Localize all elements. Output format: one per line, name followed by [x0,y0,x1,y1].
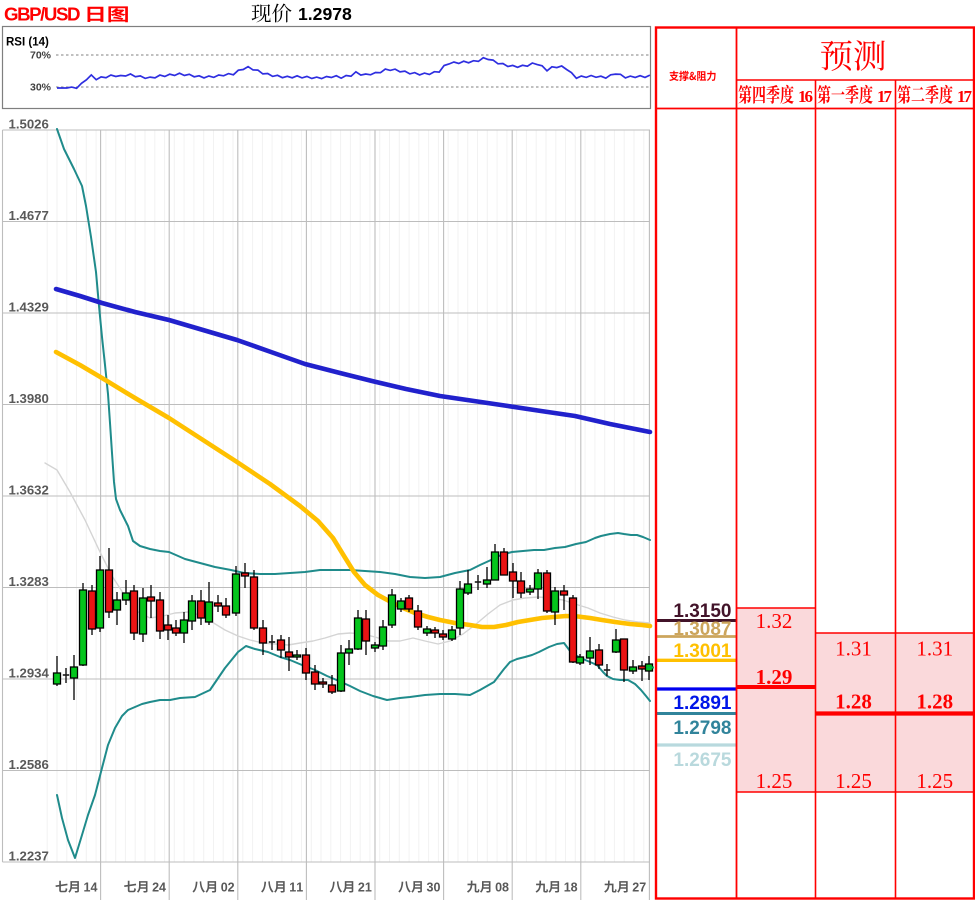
svg-text:1.2586: 1.2586 [9,757,49,772]
svg-text:27: 27 [632,881,646,895]
svg-text:1.3150: 1.3150 [673,601,731,622]
svg-text:24: 24 [152,881,166,895]
svg-text:1.25: 1.25 [756,769,793,793]
svg-text:1.2934: 1.2934 [9,665,50,680]
svg-text:1.25: 1.25 [916,769,953,793]
svg-text:1.32: 1.32 [756,609,793,633]
svg-text:1.31: 1.31 [835,637,872,661]
svg-text:17: 17 [877,87,893,106]
svg-text:11: 11 [289,881,303,895]
svg-text:1.25: 1.25 [835,769,872,793]
svg-text:08: 08 [495,881,509,895]
svg-text:1.4329: 1.4329 [9,299,49,314]
svg-text:1.3087: 1.3087 [673,619,731,640]
svg-text:1.28: 1.28 [835,689,872,713]
svg-text:17: 17 [957,87,973,106]
svg-text:70%: 70% [30,50,52,62]
svg-text:1.4677: 1.4677 [9,208,49,223]
svg-text:1.3980: 1.3980 [9,391,49,406]
svg-text:1.2237: 1.2237 [9,848,49,863]
svg-text:RSI (14): RSI (14) [6,37,49,49]
svg-text:1.2891: 1.2891 [673,693,732,714]
svg-text:14: 14 [84,881,98,895]
svg-text:1.2798: 1.2798 [673,718,731,739]
svg-text:GBP/USD: GBP/USD [4,4,81,25]
svg-text:30: 30 [427,881,441,895]
svg-text:1.31: 1.31 [916,637,953,661]
svg-text:30%: 30% [30,82,52,94]
svg-text:1.28: 1.28 [916,689,953,713]
svg-text:18: 18 [564,881,578,895]
svg-text:16: 16 [798,87,813,106]
svg-text:1.2675: 1.2675 [673,750,732,771]
svg-text:02: 02 [221,881,235,895]
svg-text:1.5026: 1.5026 [9,116,49,131]
svg-text:1.3001: 1.3001 [673,641,732,662]
svg-text:1.2978: 1.2978 [298,4,352,24]
svg-text:1.3632: 1.3632 [9,482,49,497]
svg-text:1.29: 1.29 [756,665,793,689]
svg-text:1.3283: 1.3283 [9,574,49,589]
svg-text:21: 21 [358,881,372,895]
